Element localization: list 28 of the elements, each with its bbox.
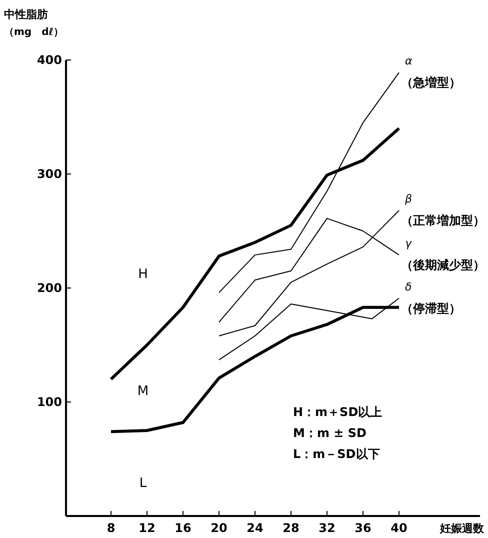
x-tick-label: 12 [138, 521, 156, 535]
series-label: α（急増型） [401, 54, 461, 90]
annotation: M [137, 384, 149, 399]
y-axis-title: 中性脂肪（mg dℓ） [4, 8, 64, 38]
annotation: L：m－SD以下 [293, 447, 380, 461]
x-tick-label: 24 [246, 521, 264, 535]
x-tick-label: 28 [282, 521, 300, 535]
line-series [218, 298, 400, 360]
annotation: L [139, 476, 148, 491]
x-tick-label: 40 [390, 521, 408, 535]
x-tick-label: 36 [354, 521, 372, 535]
line-series [218, 72, 400, 294]
x-tick-label: 8 [106, 521, 116, 535]
series-label: δ（停滞型） [401, 280, 461, 316]
y-tick-label: 400 [36, 53, 62, 67]
series-label: β（正常増加型） [401, 192, 485, 228]
y-tick-label: 100 [36, 395, 62, 409]
x-tick-label: 16 [174, 521, 192, 535]
x-axis-title: 妊娠週数 [439, 522, 485, 535]
x-tick-label: 32 [318, 521, 336, 535]
x-tick-label: 20 [210, 521, 228, 535]
series-label: γ（後期減少型） [401, 236, 485, 272]
annotation: M：m ± SD [293, 426, 366, 440]
y-tick-label: 200 [36, 281, 62, 295]
line-series [218, 210, 400, 336]
annotation: H：m＋SD以上 [293, 405, 382, 419]
annotation: H [138, 267, 148, 282]
y-tick-label: 300 [36, 167, 62, 181]
